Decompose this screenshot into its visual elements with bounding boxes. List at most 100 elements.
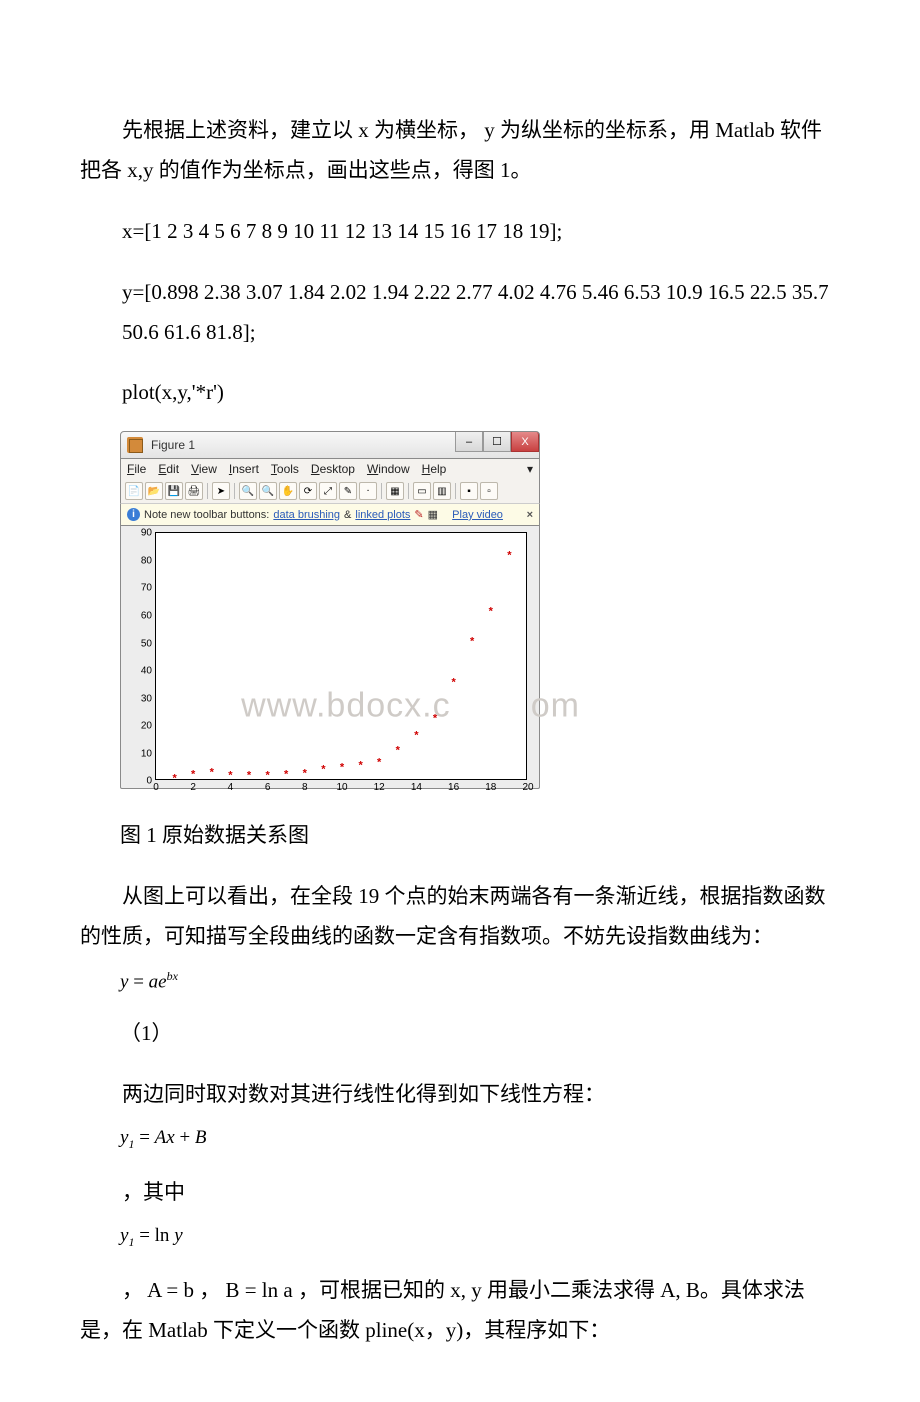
x-tick-label: 0 [153, 782, 159, 793]
data-point: * [340, 763, 344, 774]
watermark-right: om [531, 686, 580, 725]
y-tick-label: 0 [130, 776, 152, 787]
data-point: * [433, 714, 437, 725]
new-figure-icon[interactable]: 📄 [125, 482, 143, 500]
data-point: * [321, 765, 325, 776]
code-y-vector: y=[0.898 2.38 3.07 1.84 2.02 1.94 2.22 2… [80, 273, 840, 353]
close-button[interactable]: X [511, 432, 539, 452]
x-tick-label: 6 [265, 782, 271, 793]
menu-view[interactable]: View [191, 462, 217, 476]
y-tick-label: 90 [130, 528, 152, 539]
show-plot-tools-icon[interactable]: ▫ [480, 482, 498, 500]
brush-glyph-icon: ✎ [414, 508, 423, 521]
menu-tools[interactable]: Tools [271, 462, 299, 476]
menu-help[interactable]: Help [422, 462, 447, 476]
note-ampersand: & [344, 509, 351, 521]
x-tick-label: 10 [336, 782, 347, 793]
y-tick-label: 30 [130, 693, 152, 704]
x-tick-label: 18 [485, 782, 496, 793]
axes: www.bdocx.c om 0102030405060708090024681… [155, 532, 527, 780]
zoom-in-icon[interactable]: 🔍 [239, 482, 257, 500]
paragraph-analysis: 从图上可以看出，在全段 19 个点的始末两端各有一条渐近线，根据指数函数的性质，… [80, 877, 840, 957]
x-tick-label: 4 [228, 782, 234, 793]
brush-icon[interactable]: ✎ [339, 482, 357, 500]
data-point: * [414, 730, 418, 741]
maximize-button[interactable]: ☐ [483, 432, 511, 452]
matlab-logo-icon [127, 437, 143, 453]
pointer-icon[interactable]: ➤ [212, 482, 230, 500]
link-icon[interactable]: · [359, 482, 377, 500]
data-point: * [470, 636, 474, 647]
rotate-icon[interactable]: ⟳ [299, 482, 317, 500]
menu-file[interactable]: File [127, 462, 146, 476]
data-point: * [489, 606, 493, 617]
link-data-brushing[interactable]: data brushing [273, 509, 340, 521]
y-tick-label: 10 [130, 748, 152, 759]
equation-number-1: （1） [120, 1014, 840, 1054]
print-icon[interactable]: 🖨 [185, 482, 203, 500]
notebar-close-icon[interactable]: × [527, 509, 533, 521]
x-tick-label: 20 [522, 782, 533, 793]
window-title: Figure 1 [151, 438, 195, 452]
equation-2: y1 = Ax + B [120, 1127, 840, 1152]
save-icon[interactable]: 💾 [165, 482, 183, 500]
menu-edit[interactable]: Edit [158, 462, 179, 476]
y-tick-label: 80 [130, 555, 152, 566]
open-icon[interactable]: 📂 [145, 482, 163, 500]
paragraph-intro: 先根据上述资料，建立以 x 为横坐标， y 为纵坐标的坐标系，用 Matlab … [80, 111, 840, 191]
link-play-video[interactable]: Play video [452, 509, 503, 521]
data-point: * [172, 773, 176, 784]
equation-1: y = aebx [120, 969, 840, 993]
link-glyph-icon: ▦ [428, 508, 438, 521]
zoom-out-icon[interactable]: 🔍 [259, 482, 277, 500]
x-tick-label: 12 [374, 782, 385, 793]
link-linked-plots[interactable]: linked plots [355, 509, 410, 521]
y-tick-label: 50 [130, 638, 152, 649]
data-point: * [377, 758, 381, 769]
data-point: * [303, 768, 307, 779]
equation-3: y1 = ln y [120, 1225, 840, 1250]
note-text: Note new toolbar buttons: [144, 509, 269, 521]
code-plot: plot(x,y,'*r') [80, 373, 840, 413]
paragraph-linearize: 两边同时取对数对其进行线性化得到如下线性方程： [80, 1075, 840, 1115]
menu-desktop[interactable]: Desktop [311, 462, 355, 476]
x-tick-label: 8 [302, 782, 308, 793]
x-tick-label: 16 [448, 782, 459, 793]
paragraph-method: ， A = b ， B = ln a ，可根据已知的 x, y 用最小二乘法求得… [80, 1271, 840, 1351]
menu-insert[interactable]: Insert [229, 462, 259, 476]
data-point: * [396, 746, 400, 757]
toolbar: 📄 📂 💾 🖨 ➤ 🔍 🔍 ✋ ⟳ ⤢ ✎ · ▦ ▭ ▥ ▪ ▫ [120, 479, 540, 503]
figure-caption: 图 1 原始数据关系图 [120, 816, 840, 856]
data-point: * [284, 770, 288, 781]
data-point: * [507, 550, 511, 561]
paragraph-where: ，其中 [80, 1173, 840, 1213]
minimize-button[interactable]: – [455, 432, 483, 452]
pan-icon[interactable]: ✋ [279, 482, 297, 500]
y-tick-label: 20 [130, 721, 152, 732]
x-tick-label: 2 [190, 782, 196, 793]
legend-icon[interactable]: ▭ [413, 482, 431, 500]
window-titlebar: Figure 1 – ☐ X [120, 431, 540, 459]
menu-bar: File Edit View Insert Tools Desktop Wind… [120, 459, 540, 479]
data-point: * [228, 771, 232, 782]
y-tick-label: 40 [130, 666, 152, 677]
data-point: * [247, 770, 251, 781]
data-point: * [451, 677, 455, 688]
menu-overflow-icon[interactable]: ▾ [527, 462, 533, 476]
data-point: * [191, 769, 195, 780]
data-point: * [265, 770, 269, 781]
y-tick-label: 70 [130, 583, 152, 594]
data-point: * [210, 767, 214, 778]
x-tick-label: 14 [411, 782, 422, 793]
colorbar-icon[interactable]: ▦ [386, 482, 404, 500]
code-x-vector: x=[1 2 3 4 5 6 7 8 9 10 11 12 13 14 15 1… [80, 212, 840, 252]
watermark-left: www.bdocx.c [241, 686, 450, 725]
menu-window[interactable]: Window [367, 462, 410, 476]
plot-panel: www.bdocx.c om 0102030405060708090024681… [120, 526, 540, 789]
info-icon: i [127, 508, 140, 521]
axes-icon[interactable]: ▥ [433, 482, 451, 500]
hide-plot-tools-icon[interactable]: ▪ [460, 482, 478, 500]
notification-bar: i Note new toolbar buttons: data brushin… [120, 503, 540, 526]
datacursor-icon[interactable]: ⤢ [319, 482, 337, 500]
matlab-figure-window: Figure 1 – ☐ X File Edit View Insert Too… [120, 431, 540, 789]
